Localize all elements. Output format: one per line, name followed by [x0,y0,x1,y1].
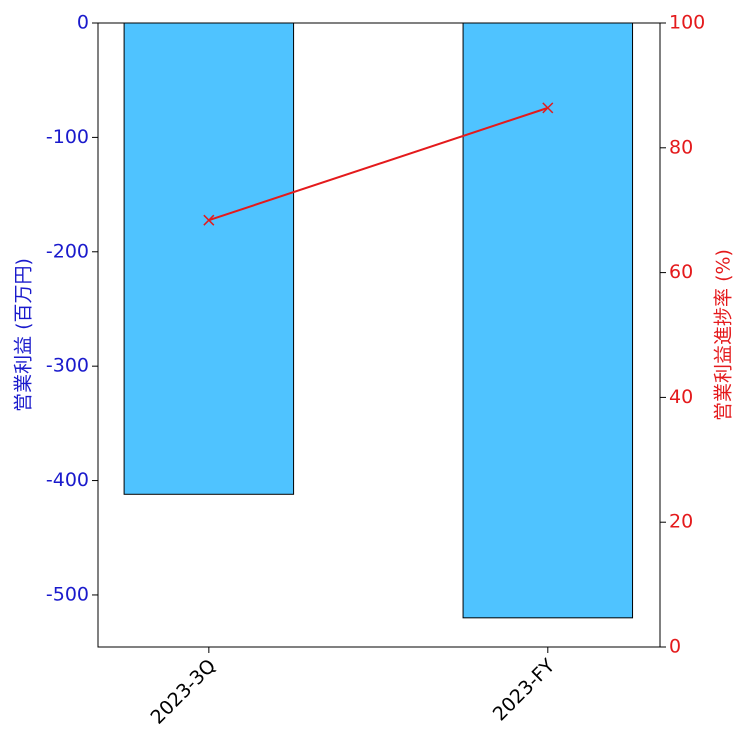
plot-frame [97,22,661,648]
bar [123,22,295,495]
y-tick-label: -400 [46,469,89,491]
x-tick-label: 2023-FY [489,655,560,726]
bar [462,22,634,619]
y-tick-label: 0 [77,12,89,34]
y2-tick-label: 100 [669,12,705,34]
x-tick-label: 2023-3Q [147,655,221,729]
y-tick-label: -200 [46,240,89,262]
y-axis-label: 営業利益 (百万円) [13,258,35,412]
y2-tick-label: 40 [669,386,693,408]
y2-axis-label: 営業利益進捗率 (%) [713,249,735,421]
y2-tick-label: 60 [669,261,693,283]
line [208,106,549,222]
y2-tick-label: 0 [669,636,681,658]
y2-tick-label: 80 [669,136,693,158]
y2-tick-label: 20 [669,511,693,533]
y-tick-label: -500 [46,583,89,605]
marker [542,102,554,114]
y-tick-label: -300 [46,355,89,377]
y-tick-label: -100 [46,126,89,148]
marker [203,214,215,226]
